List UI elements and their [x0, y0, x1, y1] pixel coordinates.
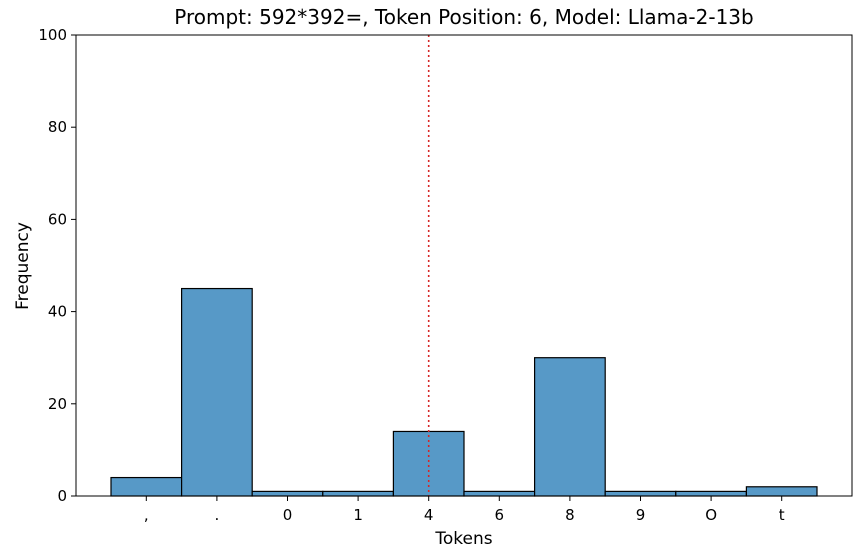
x-tick-label-9: t [779, 506, 785, 524]
bar-6 [533, 357, 606, 497]
bar-1 [181, 287, 253, 497]
x-tick-label-6: 8 [565, 506, 575, 524]
bar-2 [251, 490, 324, 497]
plot-frame [75, 34, 853, 497]
x-tick-label-8: O [705, 506, 717, 524]
bar-5 [463, 490, 536, 497]
bars-group [110, 287, 818, 497]
y-tick-label-2: 40 [48, 303, 67, 321]
y-axis: 0 20 40 60 80 100 [38, 26, 76, 505]
y-tick-label-0: 0 [57, 487, 67, 505]
x-tick-label-4: 4 [424, 506, 434, 524]
x-tick-label-1: . [215, 506, 220, 524]
chart-title: Prompt: 592*392=, Token Position: 6, Mod… [174, 5, 753, 29]
bar-7 [604, 490, 677, 497]
x-tick-label-3: 1 [353, 506, 363, 524]
y-tick-label-5: 100 [38, 26, 67, 44]
y-tick-label-3: 60 [48, 210, 67, 228]
x-tick-label-7: 9 [636, 506, 646, 524]
x-tick-label-2: 0 [283, 506, 293, 524]
bar-8 [675, 490, 747, 497]
bar-0 [110, 476, 183, 497]
y-tick-label-1: 20 [48, 395, 67, 413]
x-tick-label-0: , [144, 506, 149, 524]
x-axis-label: Tokens [434, 529, 492, 549]
bar-9 [745, 486, 818, 497]
bar-3 [322, 490, 394, 497]
y-tick-label-4: 80 [48, 118, 67, 136]
x-tick-label-5: 6 [495, 506, 505, 524]
y-axis-label: Frequency [13, 222, 33, 310]
